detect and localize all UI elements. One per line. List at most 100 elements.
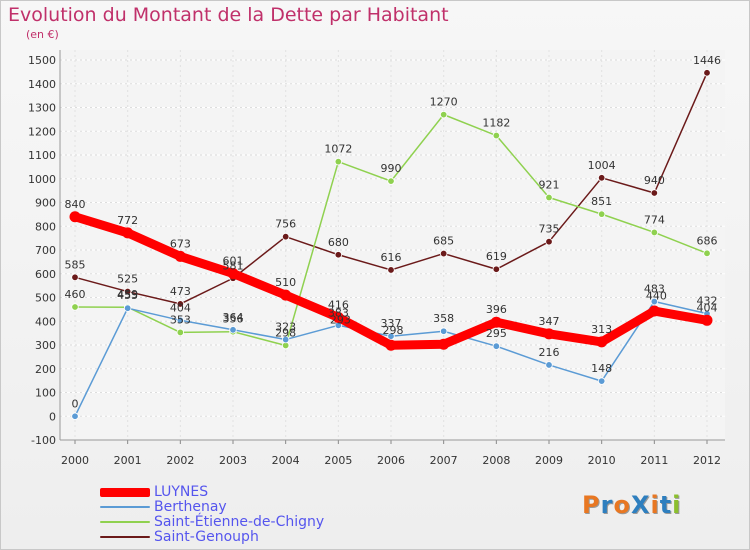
- data-point: [438, 338, 450, 350]
- data-point: [334, 157, 343, 166]
- logo-letter: i: [672, 491, 682, 519]
- data-point: [703, 69, 711, 77]
- data-label: 356: [223, 313, 244, 326]
- legend-label: Saint-Genouph: [154, 529, 259, 545]
- data-label: 990: [381, 162, 402, 175]
- data-point: [71, 273, 79, 282]
- data-label: 455: [117, 289, 138, 302]
- data-label: 313: [591, 323, 612, 336]
- data-point: [648, 305, 660, 317]
- data-label: 851: [591, 195, 612, 208]
- x-tick-label: 2010: [588, 454, 616, 467]
- data-point: [597, 174, 606, 182]
- data-point: [439, 249, 448, 258]
- data-label: 1182: [482, 117, 510, 130]
- data-point: [176, 300, 185, 308]
- data-point: [71, 412, 79, 420]
- plot-area: [60, 50, 725, 440]
- data-label: 774: [644, 213, 665, 226]
- data-label: 1446: [693, 54, 721, 67]
- data-label: 216: [539, 346, 560, 359]
- data-label: 337: [381, 317, 402, 330]
- data-label: 772: [117, 214, 138, 227]
- y-tick-label: 900: [35, 197, 56, 210]
- data-point: [703, 249, 711, 258]
- data-label: 148: [591, 362, 612, 375]
- data-label: 323: [275, 321, 296, 334]
- data-point: [545, 193, 553, 202]
- x-tick-label: 2008: [482, 454, 510, 467]
- y-tick-label: -100: [31, 434, 56, 447]
- data-point: [122, 227, 134, 239]
- legend-swatch: [100, 488, 150, 497]
- data-point: [174, 250, 186, 262]
- y-tick-label: 1200: [28, 125, 56, 138]
- x-tick-label: 2000: [61, 454, 89, 467]
- data-point: [650, 228, 659, 237]
- data-label: 616: [381, 251, 402, 264]
- x-tick-label: 2002: [166, 454, 194, 467]
- logo-letter: o: [613, 491, 631, 519]
- data-label: 601: [223, 255, 244, 268]
- data-label: 1270: [430, 96, 458, 109]
- logo-letter: r: [600, 491, 614, 519]
- data-label: 396: [486, 303, 507, 316]
- data-label: 298: [383, 324, 404, 337]
- data-label: 295: [486, 327, 507, 340]
- data-point: [229, 326, 237, 334]
- data-label: 735: [539, 223, 560, 236]
- data-point: [227, 268, 239, 280]
- data-point: [492, 342, 501, 350]
- x-tick-label: 2004: [272, 454, 300, 467]
- data-point: [439, 110, 448, 119]
- data-label: 473: [170, 285, 191, 298]
- data-point: [545, 237, 553, 246]
- chart-title: Evolution du Montant de la Dette par Hab…: [8, 4, 449, 26]
- data-label: 840: [65, 198, 86, 211]
- y-tick-label: 500: [35, 292, 56, 305]
- y-tick-label: 200: [35, 363, 56, 376]
- data-label: 358: [433, 312, 454, 325]
- data-label: 364: [223, 311, 244, 324]
- data-point: [71, 303, 79, 311]
- legend-swatch: [100, 506, 150, 508]
- data-point: [597, 210, 606, 218]
- y-tick-label: 1100: [28, 149, 56, 162]
- logo-letter: P: [582, 491, 601, 519]
- y-tick-label: 600: [35, 268, 56, 281]
- data-point: [334, 251, 343, 259]
- data-label: 483: [644, 283, 665, 296]
- data-label: 619: [486, 250, 507, 263]
- data-point: [490, 316, 502, 328]
- data-point: [281, 335, 290, 344]
- data-point: [332, 311, 344, 323]
- data-label: 510: [275, 276, 296, 289]
- x-tick-label: 2009: [535, 454, 563, 467]
- data-point: [545, 361, 553, 369]
- data-label: 1004: [588, 159, 616, 172]
- x-tick-label: 2011: [640, 454, 668, 467]
- data-label: 585: [65, 258, 86, 271]
- y-tick-label: 700: [35, 244, 56, 257]
- legend-label: Saint-Étienne-de-Chigny: [154, 514, 325, 530]
- data-label: 685: [433, 235, 454, 248]
- data-point: [701, 314, 713, 326]
- data-label: 525: [117, 273, 138, 286]
- legend-swatch: [100, 536, 150, 538]
- legend-label: LUYNES: [154, 484, 209, 500]
- chart-subtitle: (en €): [26, 28, 59, 41]
- data-point: [387, 266, 395, 274]
- data-point: [176, 328, 185, 337]
- logo-letter: i: [650, 491, 660, 519]
- data-point: [543, 328, 555, 340]
- data-label: 686: [697, 234, 718, 247]
- data-point: [123, 287, 132, 296]
- proxiti-logo: ProXiti: [582, 491, 681, 519]
- data-label: 756: [275, 218, 296, 231]
- y-tick-label: 100: [35, 387, 56, 400]
- data-label: 353: [170, 313, 191, 326]
- data-label: 383: [328, 306, 349, 319]
- data-point: [650, 189, 659, 197]
- x-tick-label: 2005: [324, 454, 352, 467]
- data-point: [387, 332, 395, 340]
